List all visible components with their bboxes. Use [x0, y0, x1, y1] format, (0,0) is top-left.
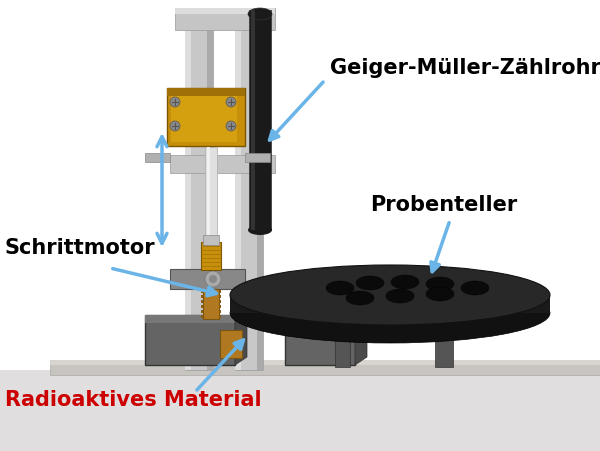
Polygon shape [0, 370, 600, 451]
Polygon shape [230, 295, 550, 313]
Bar [257, 10, 263, 370]
Ellipse shape [426, 277, 454, 291]
Polygon shape [235, 307, 247, 365]
Bar [203, 289, 219, 319]
Bar [249, 10, 271, 230]
Polygon shape [50, 360, 600, 375]
Bar [219, 310, 221, 313]
Bar [201, 305, 203, 308]
Bar [219, 300, 221, 303]
Bar [185, 10, 191, 370]
Bar [175, 8, 275, 14]
Bar [207, 10, 213, 370]
Bar [201, 242, 221, 270]
Text: Geiger-Müller-Zählrohr: Geiger-Müller-Zählrohr [330, 58, 600, 78]
Bar [219, 290, 221, 293]
Ellipse shape [386, 289, 414, 303]
Bar [235, 10, 263, 370]
Ellipse shape [230, 283, 550, 343]
Ellipse shape [391, 275, 419, 289]
Bar [335, 315, 350, 367]
Bar [285, 315, 355, 323]
Ellipse shape [248, 8, 272, 20]
Ellipse shape [461, 281, 489, 295]
Bar [219, 305, 221, 308]
Bar [219, 315, 221, 318]
Bar [201, 315, 203, 318]
Ellipse shape [226, 97, 236, 107]
Bar [145, 315, 235, 323]
Bar [201, 300, 203, 303]
Ellipse shape [426, 287, 454, 301]
Bar [171, 92, 237, 142]
Ellipse shape [346, 291, 374, 305]
Bar [167, 88, 245, 96]
Ellipse shape [170, 97, 180, 107]
Text: Probenteller: Probenteller [370, 195, 517, 215]
Bar [145, 315, 235, 365]
Polygon shape [50, 360, 600, 365]
Bar [170, 269, 245, 289]
Bar [203, 235, 219, 245]
Bar [207, 147, 210, 247]
Bar [170, 155, 275, 173]
Bar [220, 330, 242, 358]
Bar [201, 295, 203, 298]
Bar [285, 315, 355, 365]
Ellipse shape [209, 275, 217, 283]
Bar [435, 315, 453, 367]
Text: Radioaktives Material: Radioaktives Material [5, 390, 262, 410]
Bar [320, 307, 460, 319]
Ellipse shape [326, 281, 354, 295]
Ellipse shape [356, 276, 384, 290]
Bar [175, 8, 275, 30]
Polygon shape [240, 275, 295, 305]
Text: Schrittmotor: Schrittmotor [5, 238, 155, 258]
Bar [201, 310, 203, 313]
Bar [251, 10, 255, 230]
Ellipse shape [230, 265, 550, 325]
Bar [219, 295, 221, 298]
Bar [201, 290, 203, 293]
Polygon shape [355, 307, 367, 365]
Bar [185, 10, 213, 370]
Ellipse shape [248, 225, 272, 235]
Bar [235, 10, 241, 370]
Bar [145, 153, 170, 162]
Bar [245, 153, 270, 162]
Bar [167, 88, 245, 146]
Ellipse shape [170, 121, 180, 131]
Ellipse shape [205, 271, 221, 287]
Ellipse shape [226, 121, 236, 131]
Bar [205, 147, 217, 247]
